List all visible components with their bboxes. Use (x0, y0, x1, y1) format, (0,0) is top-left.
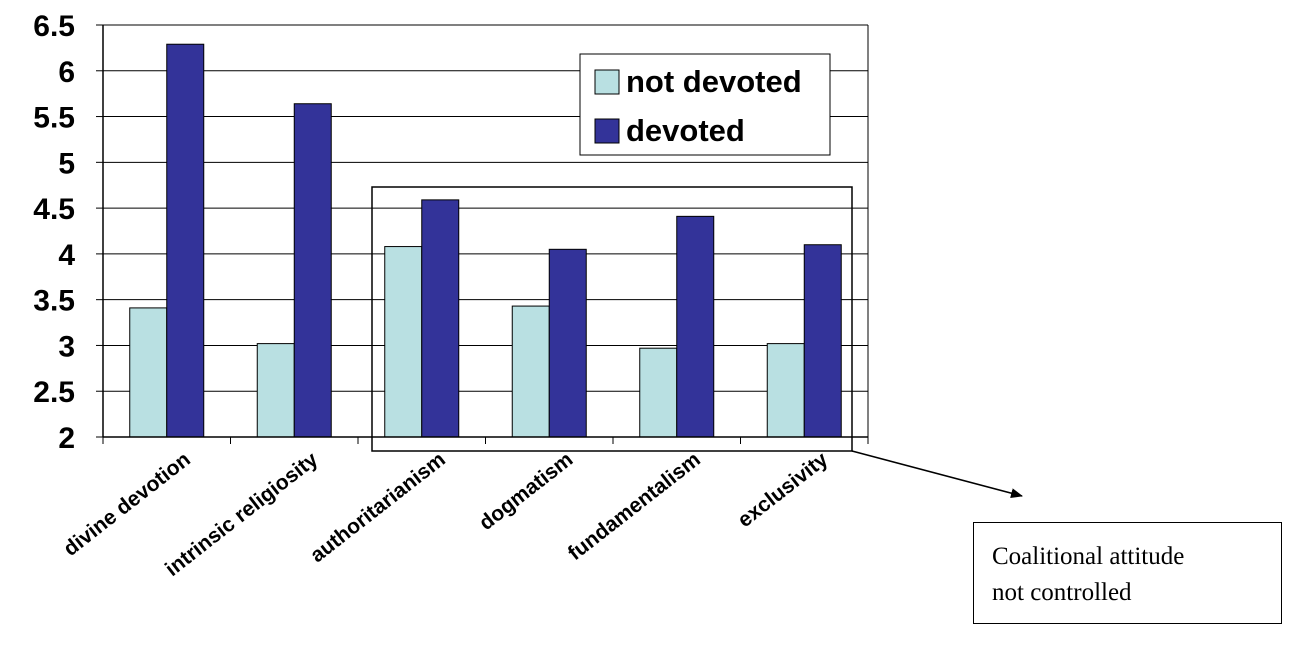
annotation-text: Coalitional attitude not controlled (992, 543, 1185, 606)
bar-not-devoted (256, 343, 295, 438)
y-tick-label: 5.5 (33, 102, 75, 135)
bar-devoted (803, 244, 842, 438)
bar-devoted (293, 103, 332, 438)
legend-swatch (594, 69, 620, 95)
annotation-arrow (851, 450, 1023, 499)
y-tick-label: 6.5 (33, 10, 75, 43)
x-category-label: divine devotion (59, 448, 195, 561)
y-tick-label: 3.5 (33, 285, 75, 318)
y-tick-label: 6 (58, 56, 75, 89)
y-tick-labels: 2 2.5 3 3.5 4 4.5 5 5.5 6 6.5 (33, 10, 75, 455)
bar-not-devoted (384, 246, 423, 438)
axes (102, 25, 869, 444)
x-category-label: dogmatism (475, 448, 577, 535)
bars (129, 43, 842, 438)
bar-not-devoted (511, 305, 550, 438)
y-tick-label: 2.5 (33, 376, 75, 409)
annotation-box: Coalitional attitude not controlled (973, 522, 1282, 624)
x-category-label: authoritarianism (306, 448, 450, 567)
bar-not-devoted (129, 307, 168, 438)
bar-not-devoted (766, 343, 805, 438)
x-category-label: exclusivity (734, 448, 833, 532)
legend-label: not devoted (626, 64, 802, 99)
bar-devoted (548, 248, 587, 438)
legend-label: devoted (626, 113, 745, 148)
y-tick-label: 4 (58, 239, 75, 272)
bar-not-devoted (639, 347, 678, 438)
highlight-box (371, 186, 853, 452)
bar-devoted (166, 43, 205, 438)
y-tick-label: 4.5 (33, 193, 75, 226)
y-tick-label: 2 (58, 422, 75, 455)
y-tick-label: 3 (58, 330, 75, 363)
legend-swatch (594, 118, 620, 144)
legend-box (579, 53, 831, 156)
legend: not devoted devoted (579, 53, 831, 156)
bar-devoted (676, 215, 715, 438)
y-tick-label: 5 (58, 147, 75, 180)
x-category-label: fundamentalism (564, 448, 705, 565)
bar-devoted (421, 199, 460, 438)
